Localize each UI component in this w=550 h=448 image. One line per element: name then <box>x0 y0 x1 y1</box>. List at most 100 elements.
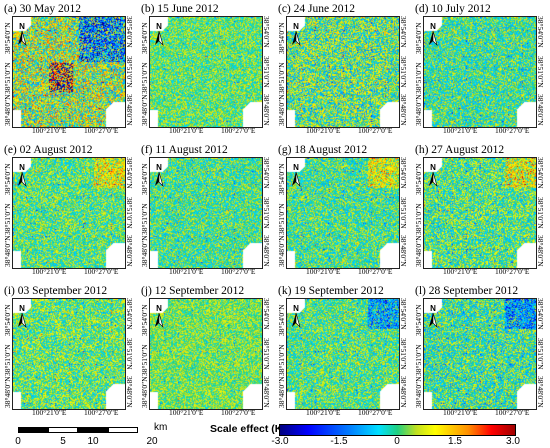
north-label: N <box>19 304 25 313</box>
panel-title: (b) 15 June 2012 <box>141 3 219 15</box>
map-raster <box>287 17 399 127</box>
lat-label: 38°54'0"N <box>3 22 12 54</box>
map-panel: (b) 15 June 2012 38°54'0"N 38°51'0"N 38°48'… <box>139 2 272 140</box>
lat-label: 38°54'0"N <box>125 157 134 189</box>
latitude-labels-left: 38°54'0"N 38°51'0"N 38°48'0"N <box>139 157 149 267</box>
north-arrow-icon: N <box>15 21 29 47</box>
lat-label: 38°51'0"N <box>536 338 545 370</box>
lat-label: 38°51'0"N <box>140 344 149 376</box>
lat-label: 38°51'0"N <box>3 203 12 235</box>
map-raster <box>424 158 536 268</box>
map-raster <box>13 299 125 409</box>
lat-label: 38°48'0"N <box>125 94 134 126</box>
scale-effect-map: N <box>149 298 263 410</box>
map-panel: (c) 24 June 2012 38°54'0"N 38°51'0"N 38°48'… <box>276 2 409 140</box>
north-label: N <box>156 304 162 313</box>
lat-label: 38°48'0"N <box>262 376 271 408</box>
panel-title: (h) 27 August 2012 <box>415 144 505 156</box>
panel-title: (a) 30 May 2012 <box>4 3 81 15</box>
lon-label: 100°21'0"E <box>443 267 478 276</box>
panel-title: (f) 11 August 2012 <box>141 144 228 156</box>
lat-label: 38°54'0"N <box>140 304 149 336</box>
latitude-labels-left: 38°54'0"N 38°51'0"N 38°48'0"N <box>276 157 286 267</box>
map-panel: (i) 03 September 2012 38°54'0"N 38°51'0"N 3… <box>2 284 135 422</box>
lat-label: 38°51'0"N <box>536 56 545 88</box>
north-label: N <box>156 163 162 172</box>
scale-effect-map: N <box>286 157 400 269</box>
lat-label: 38°51'0"N <box>399 56 408 88</box>
north-arrow-icon: N <box>289 162 303 188</box>
lat-label: 38°54'0"N <box>125 16 134 48</box>
lat-label: 38°54'0"N <box>125 298 134 330</box>
north-label: N <box>293 22 299 31</box>
north-arrow-icon: N <box>426 21 440 47</box>
lat-label: 38°51'0"N <box>262 56 271 88</box>
lat-label: 38°48'0"N <box>277 94 286 126</box>
lat-label: 38°48'0"N <box>399 376 408 408</box>
lat-label: 38°51'0"N <box>414 344 423 376</box>
lat-label: 38°51'0"N <box>125 56 134 88</box>
lon-label: 100°21'0"E <box>169 408 204 417</box>
latitude-labels-right: 38°54'0"N 38°51'0"N 38°48'0"N <box>398 157 409 267</box>
lat-label: 38°48'0"N <box>399 94 408 126</box>
lat-label: 38°51'0"N <box>536 197 545 229</box>
latitude-labels-left: 38°54'0"N 38°51'0"N 38°48'0"N <box>413 298 423 408</box>
map-raster <box>150 17 262 127</box>
map-panel: (a) 30 May 2012 38°54'0"N 38°51'0"N 38°48'0… <box>2 2 135 140</box>
lon-label: 100°21'0"E <box>32 267 67 276</box>
panel-title: (j) 12 September 2012 <box>141 285 245 297</box>
lat-label: 38°48'0"N <box>536 235 545 267</box>
lat-label: 38°48'0"N <box>414 376 423 408</box>
map-panel: (f) 11 August 2012 38°54'0"N 38°51'0"N 38°4… <box>139 143 272 281</box>
lat-label: 38°54'0"N <box>3 163 12 195</box>
panel-title: (c) 24 June 2012 <box>278 3 355 15</box>
north-label: N <box>19 22 25 31</box>
lat-label: 38°54'0"N <box>536 157 545 189</box>
north-arrow-icon: N <box>152 303 166 329</box>
north-label: N <box>19 163 25 172</box>
latitude-labels-right: 38°54'0"N 38°51'0"N 38°48'0"N <box>261 157 272 267</box>
north-arrow-icon: N <box>289 21 303 47</box>
lat-label: 38°51'0"N <box>140 203 149 235</box>
north-label: N <box>430 304 436 313</box>
lat-label: 38°48'0"N <box>140 376 149 408</box>
lat-label: 38°54'0"N <box>399 298 408 330</box>
lat-label: 38°51'0"N <box>277 203 286 235</box>
latitude-labels-right: 38°54'0"N 38°51'0"N 38°48'0"N <box>535 298 546 408</box>
north-arrow-icon: N <box>289 303 303 329</box>
map-panel: (d) 10 July 2012 38°54'0"N 38°51'0"N 38°48'… <box>413 2 546 140</box>
lon-label: 100°21'0"E <box>32 408 67 417</box>
scale-bar-segment <box>18 427 48 433</box>
north-arrow-icon: N <box>152 21 166 47</box>
scale-effect-map: N <box>423 298 537 410</box>
map-raster <box>13 158 125 268</box>
north-label: N <box>293 163 299 172</box>
north-arrow-icon: N <box>15 303 29 329</box>
lat-label: 38°54'0"N <box>277 304 286 336</box>
latitude-labels-right: 38°54'0"N 38°51'0"N 38°48'0"N <box>535 157 546 267</box>
color-bar-tick: -1.5 <box>330 436 348 447</box>
color-bar-tick: 3.0 <box>506 436 520 447</box>
lat-label: 38°48'0"N <box>3 94 12 126</box>
scale-effect-map: N <box>149 16 263 128</box>
lon-label: 100°27'0"E <box>358 408 393 417</box>
lon-label: 100°27'0"E <box>84 267 119 276</box>
lon-label: 100°21'0"E <box>306 408 341 417</box>
latitude-labels-left: 38°54'0"N 38°51'0"N 38°48'0"N <box>413 157 423 267</box>
scale-effect-map: N <box>286 298 400 410</box>
north-label: N <box>156 22 162 31</box>
panel-title: (l) 28 September 2012 <box>415 285 519 297</box>
latitude-labels-right: 38°54'0"N 38°51'0"N 38°48'0"N <box>124 16 135 126</box>
lon-label: 100°27'0"E <box>358 126 393 135</box>
lat-label: 38°54'0"N <box>3 304 12 336</box>
lat-label: 38°51'0"N <box>262 197 271 229</box>
lon-label: 100°21'0"E <box>306 126 341 135</box>
color-bar-tick: 0 <box>394 436 400 447</box>
lat-label: 38°48'0"N <box>277 376 286 408</box>
latitude-labels-left: 38°54'0"N 38°51'0"N 38°48'0"N <box>2 298 12 408</box>
lat-label: 38°48'0"N <box>536 376 545 408</box>
map-raster <box>150 158 262 268</box>
lon-label: 100°27'0"E <box>84 408 119 417</box>
map-raster <box>287 299 399 409</box>
lat-label: 38°48'0"N <box>140 235 149 267</box>
